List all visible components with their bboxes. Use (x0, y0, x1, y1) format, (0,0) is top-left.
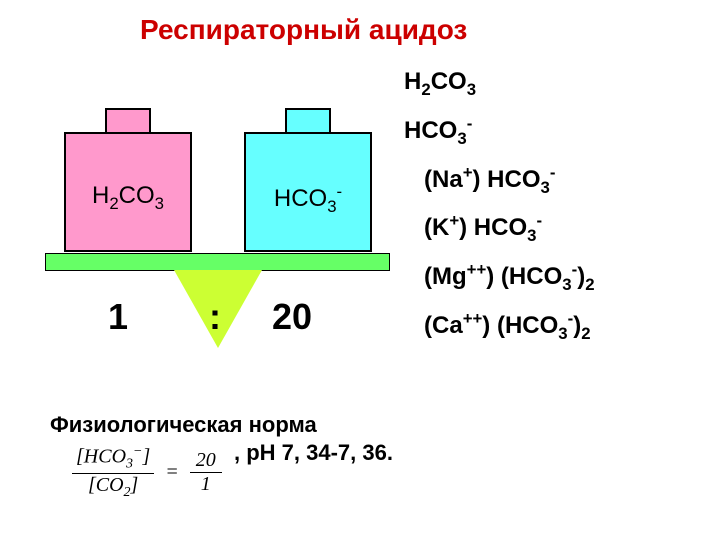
ratio-right: 20 (272, 296, 312, 338)
formula: [HCO3−] [CO2] = 20 1 (72, 444, 222, 501)
ratio-colon: : (209, 296, 221, 338)
footer-line-2: , pH 7, 34-7, 36. (234, 440, 393, 466)
balance-beam (45, 253, 390, 271)
left-weight-handle (105, 108, 151, 132)
ion-line: (K+) HCO3- (404, 211, 595, 246)
right-weight: HCO3- (244, 132, 372, 252)
left-weight-label: H2CO3 (66, 182, 190, 214)
ion-line: H2CO3 (404, 68, 595, 100)
ion-line: (Ca++) (HCO3-)2 (404, 309, 595, 344)
page-title: Респираторный ацидоз (140, 14, 467, 46)
footer-line-1: Физиологическая норма (50, 412, 317, 438)
ratio-left: 1 (108, 296, 128, 338)
left-weight: H2CO3 (64, 132, 192, 252)
ion-line: HCO3- (404, 114, 595, 149)
right-weight-label: HCO3- (246, 182, 370, 217)
ion-line: (Na+) HCO3- (404, 163, 595, 198)
ion-list: H2CO3 HCO3- (Na+) HCO3- (K+) HCO3- (Mg++)… (404, 68, 595, 358)
right-weight-handle (285, 108, 331, 132)
ion-line: (Mg++) (HCO3-)2 (404, 260, 595, 295)
